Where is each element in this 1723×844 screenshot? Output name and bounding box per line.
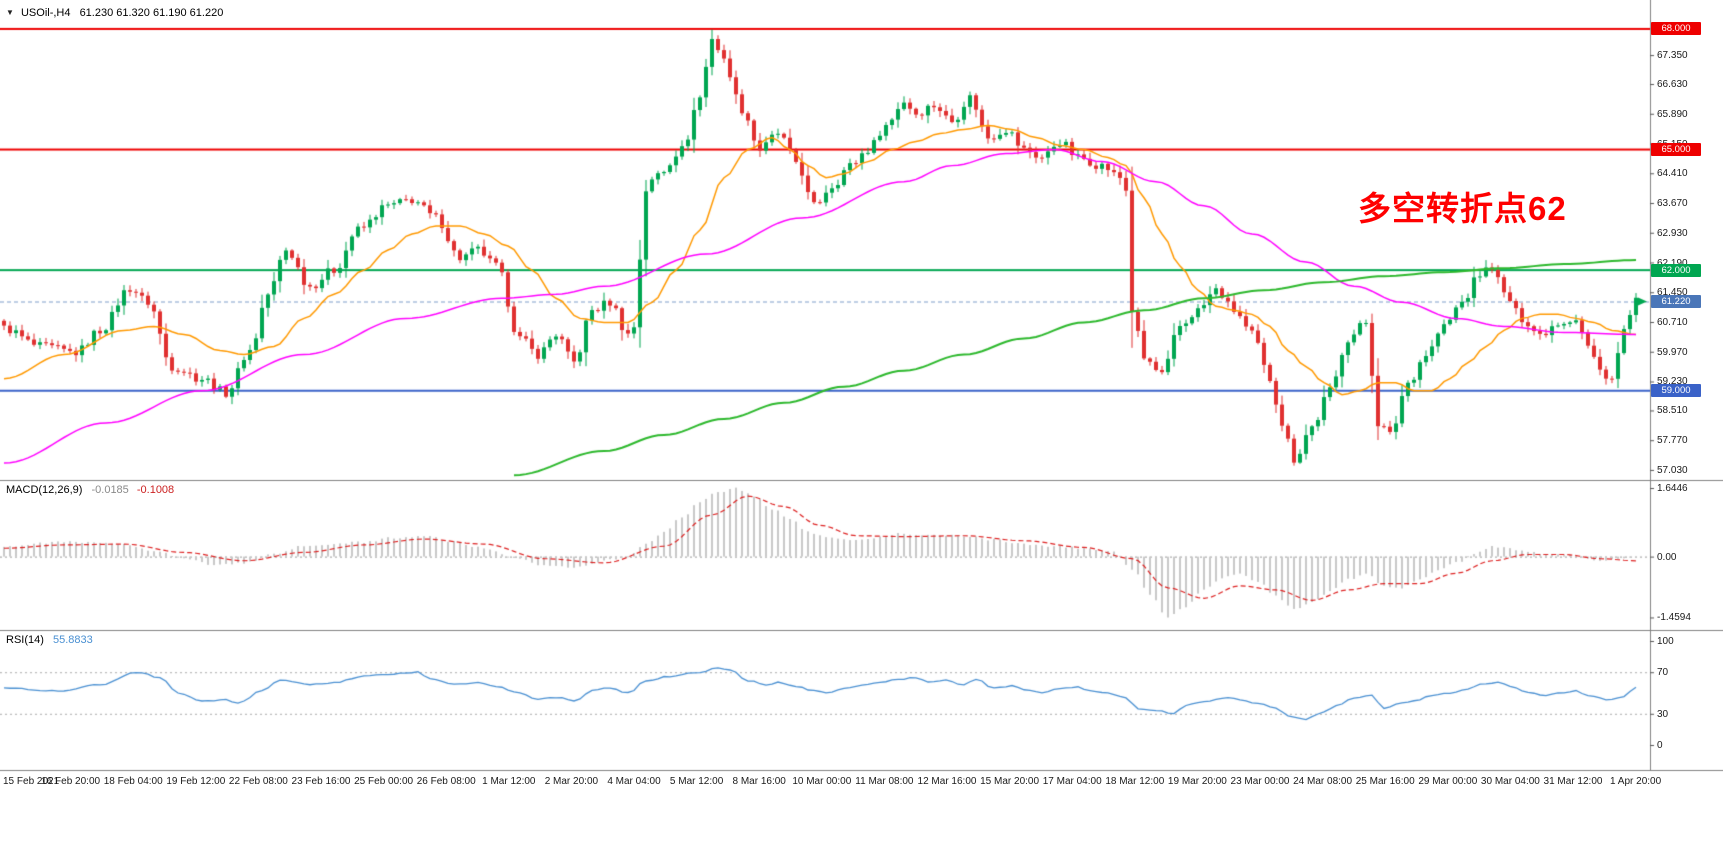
price-tick-label: 62.930 bbox=[1657, 227, 1688, 239]
macd-indicator-label: MACD(12,26,9) -0.0185 -0.1008 bbox=[6, 484, 174, 496]
price-badge: 62.000 bbox=[1651, 263, 1701, 277]
time-tick-label: 8 Mar 16:00 bbox=[732, 776, 786, 787]
price-badge: 68.000 bbox=[1651, 22, 1701, 36]
price-tick-label: 64.410 bbox=[1657, 168, 1688, 180]
macd-tick-label: 1.6446 bbox=[1657, 483, 1688, 495]
rsi-name: RSI(14) bbox=[6, 634, 44, 646]
time-tick-label: 29 Mar 00:00 bbox=[1418, 776, 1478, 787]
price-tick-label: 57.030 bbox=[1657, 464, 1688, 476]
macd-tick-label: 0.00 bbox=[1657, 551, 1677, 563]
macd-signal-value: -0.1008 bbox=[136, 484, 175, 496]
time-tick-label: 11 Mar 08:00 bbox=[855, 776, 914, 787]
time-tick-label: 22 Feb 08:00 bbox=[228, 776, 288, 787]
price-tick-label: 62.190 bbox=[1657, 258, 1688, 269]
price-badge: 61.220 bbox=[1651, 295, 1701, 308]
price-tick-label: 61.450 bbox=[1657, 287, 1688, 299]
annotation-text[interactable]: 多空转折点62 bbox=[1358, 190, 1567, 227]
time-tick-label: 1 Mar 12:00 bbox=[482, 776, 536, 787]
price-tick-label: 65.890 bbox=[1657, 108, 1688, 120]
time-tick-label: 25 Feb 00:00 bbox=[354, 776, 414, 787]
time-tick-label: 15 Feb 2021 bbox=[3, 776, 60, 787]
price-tick-label: 66.630 bbox=[1657, 79, 1688, 91]
price-badge: 59.000 bbox=[1651, 384, 1701, 398]
rsi-tick-label: 0 bbox=[1657, 740, 1663, 751]
time-tick-label: 16 Feb 20:00 bbox=[41, 776, 101, 787]
rsi-tick-label: 70 bbox=[1657, 667, 1669, 679]
macd-main-value: -0.0185 bbox=[91, 484, 129, 496]
price-tick-label: 67.350 bbox=[1657, 50, 1688, 62]
time-tick-label: 25 Mar 16:00 bbox=[1355, 776, 1415, 787]
time-tick-label: 23 Mar 00:00 bbox=[1230, 776, 1290, 787]
symbol-ohlc-label: ▼ USOil-,H4 61.230 61.320 61.190 61.220 bbox=[6, 7, 223, 19]
rsi-tick-label: 30 bbox=[1657, 708, 1669, 720]
time-tick-label: 15 Mar 20:00 bbox=[980, 776, 1040, 787]
time-tick-label: 10 Mar 00:00 bbox=[792, 776, 852, 787]
rsi-value: 55.8833 bbox=[52, 634, 93, 646]
time-axis[interactable]: 15 Feb 2021 16 Feb 20:00 18 Feb 04:00 19 Fe… bbox=[0, 770, 1723, 800]
time-tick-label: 5 Mar 12:00 bbox=[669, 776, 724, 787]
rsi-indicator-label: RSI(14) 55.8833 bbox=[6, 634, 93, 646]
time-tick-label: 1 Apr 20:00 bbox=[1610, 776, 1662, 787]
time-tick-label: 23 Feb 16:00 bbox=[291, 776, 351, 787]
time-tick-label: 17 Mar 04:00 bbox=[1042, 776, 1102, 787]
macd-name: MACD(12,26,9) bbox=[6, 484, 83, 496]
time-tick-label: 31 Mar 12:00 bbox=[1543, 776, 1603, 787]
rsi-tick-label: 100 bbox=[1657, 636, 1674, 647]
time-tick-label: 19 Mar 20:00 bbox=[1167, 776, 1227, 787]
dropdown-triangle-icon: ▼ bbox=[6, 8, 14, 17]
ohlc-values: 61.230 61.320 61.190 61.220 bbox=[79, 7, 224, 19]
symbol-name: USOil-,H4 bbox=[20, 7, 71, 19]
macd-tick-label: -1.4594 bbox=[1657, 612, 1691, 624]
time-tick-label: 30 Mar 04:00 bbox=[1480, 776, 1540, 787]
price-tick-label: 60.710 bbox=[1657, 317, 1688, 328]
price-axis[interactable]: 67.35066.63065.89065.15064.41063.67062.9… bbox=[1650, 0, 1723, 770]
price-tick-label: 59.230 bbox=[1657, 376, 1688, 388]
price-tick-label: 59.970 bbox=[1657, 346, 1688, 358]
price-tick-label: 63.670 bbox=[1657, 198, 1688, 209]
time-tick-label: 24 Mar 08:00 bbox=[1293, 776, 1353, 787]
time-tick-label: 26 Feb 08:00 bbox=[416, 776, 476, 787]
time-tick-label: 12 Mar 16:00 bbox=[917, 776, 977, 787]
time-tick-label: 2 Mar 20:00 bbox=[544, 776, 599, 787]
price-tick-label: 57.770 bbox=[1657, 435, 1688, 447]
time-tick-label: 18 Mar 12:00 bbox=[1105, 776, 1165, 787]
time-tick-label: 18 Feb 04:00 bbox=[103, 776, 163, 787]
time-tick-label: 4 Mar 04:00 bbox=[607, 776, 661, 787]
price-tick-label: 58.510 bbox=[1657, 405, 1688, 417]
price-badge: 65.000 bbox=[1651, 143, 1701, 157]
time-tick-label: 19 Feb 12:00 bbox=[166, 776, 226, 787]
